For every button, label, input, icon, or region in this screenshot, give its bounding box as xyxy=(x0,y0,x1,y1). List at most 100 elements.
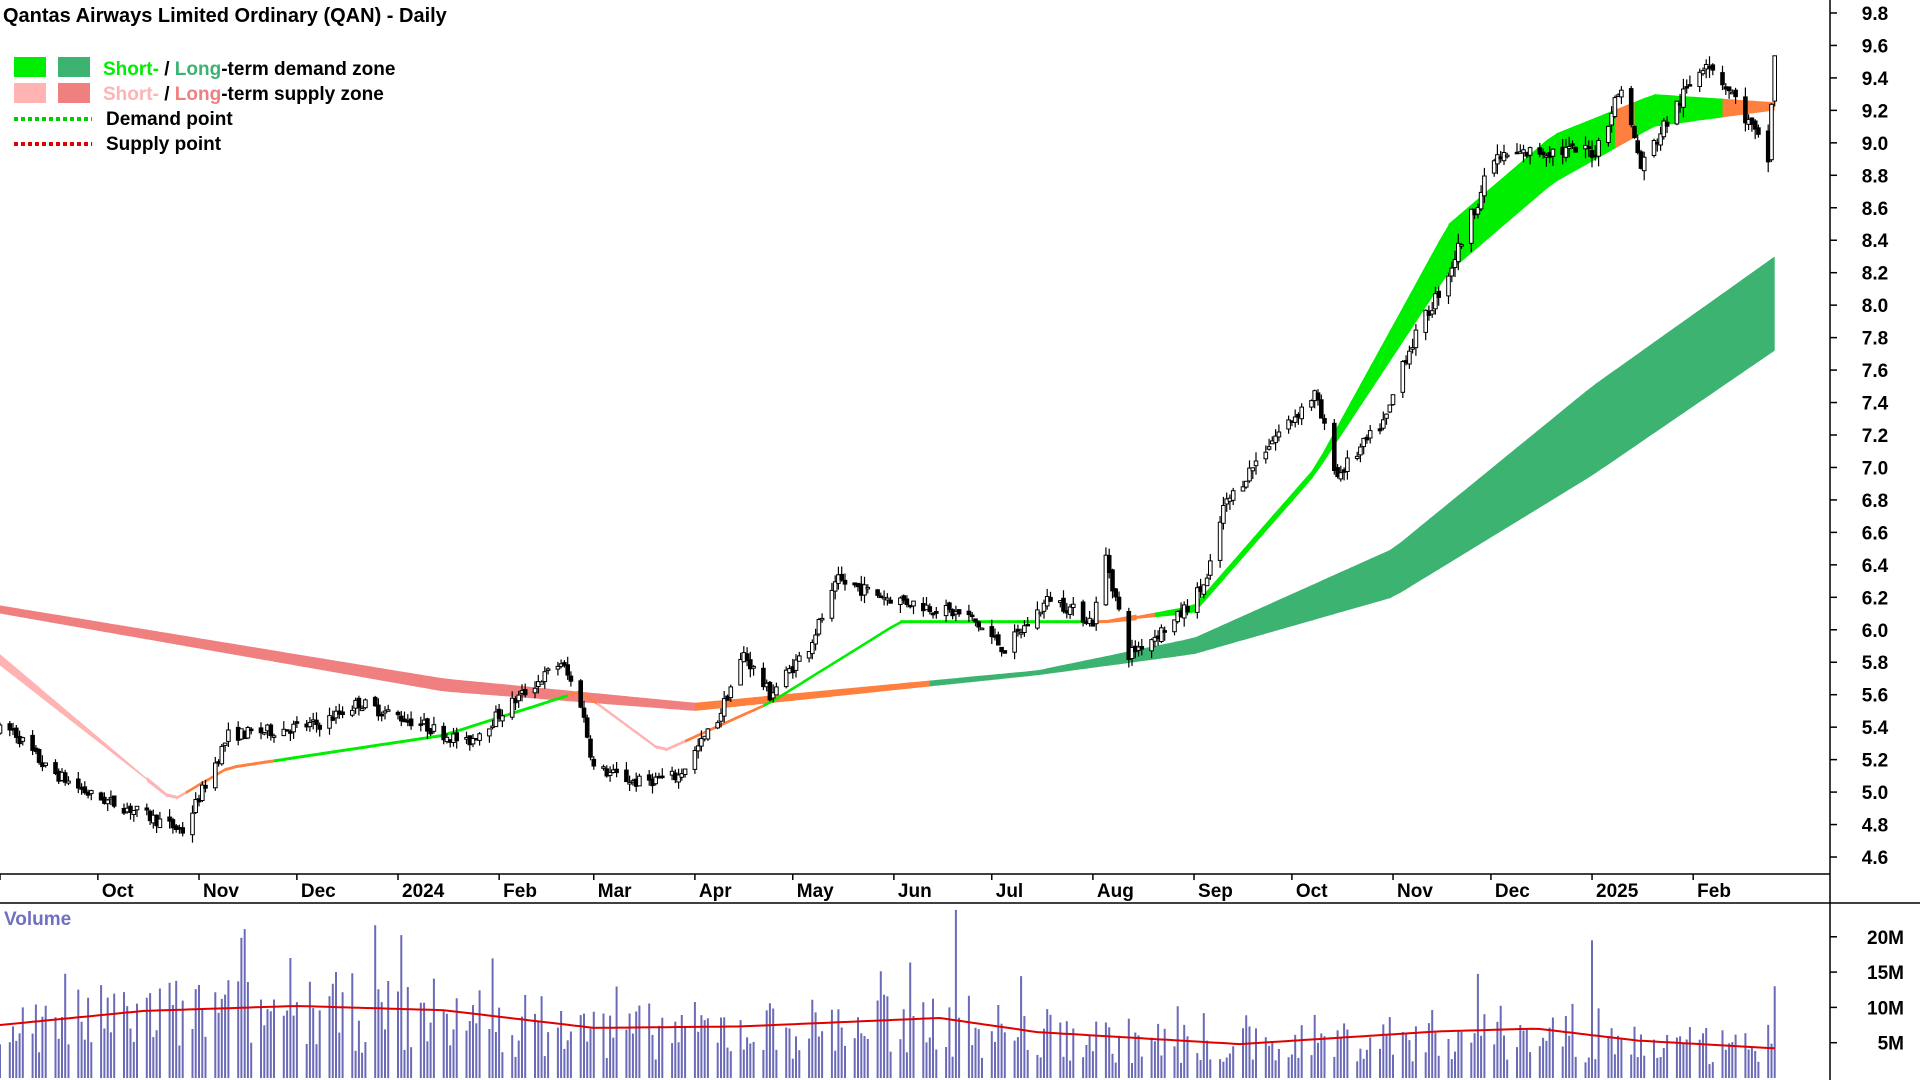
long-term-zone-segment xyxy=(1243,611,1255,641)
long-term-zone-segment xyxy=(910,681,922,689)
short-term-zone-segment xyxy=(557,693,569,701)
candle xyxy=(36,748,42,765)
candle xyxy=(1253,452,1259,475)
candle xyxy=(500,709,505,728)
candle xyxy=(62,769,68,786)
long-term-zone-segment xyxy=(1497,454,1509,534)
short-term-zone-segment xyxy=(1507,164,1519,223)
candle xyxy=(1247,460,1252,483)
candle xyxy=(1113,587,1119,602)
long-term-zone-segment xyxy=(1184,637,1196,656)
candle xyxy=(1250,467,1256,480)
candle xyxy=(314,712,319,733)
candle xyxy=(1772,55,1778,107)
candle xyxy=(284,729,290,732)
candle xyxy=(1436,286,1442,306)
candle xyxy=(1152,629,1158,648)
short-term-zone-segment xyxy=(68,712,80,728)
short-term-zone-segment xyxy=(411,737,423,742)
short-term-zone-segment xyxy=(538,700,550,707)
long-term-zone-segment xyxy=(1389,542,1401,599)
candle xyxy=(1309,399,1314,411)
candle xyxy=(969,612,975,621)
long-term-zone-segment xyxy=(1213,624,1225,649)
candle xyxy=(359,705,365,712)
candle xyxy=(562,660,567,668)
legend-demand-sep: / xyxy=(159,59,175,80)
long-term-zone-segment xyxy=(802,691,814,700)
price-tick-label: 8.0 xyxy=(1862,296,1888,317)
candle xyxy=(565,656,571,680)
legend-short-supply-swatch xyxy=(14,83,46,103)
short-term-zone-segment xyxy=(1252,525,1264,547)
short-term-zone-segment xyxy=(97,736,109,751)
price-tick-label: 8.4 xyxy=(1862,231,1889,252)
candle xyxy=(1563,138,1569,162)
candle xyxy=(1596,137,1601,167)
short-term-zone-segment xyxy=(371,742,383,748)
candle xyxy=(408,711,414,730)
short-term-zone-segment xyxy=(665,743,677,752)
candle xyxy=(1429,302,1435,318)
volume-tick-label: 10M xyxy=(1867,998,1904,1019)
long-term-zone-segment xyxy=(205,639,217,652)
long-term-zone-segment xyxy=(929,679,941,687)
candle xyxy=(927,603,933,615)
long-term-zone-segment xyxy=(1438,502,1450,570)
candle xyxy=(607,766,613,782)
candle xyxy=(1400,360,1406,398)
candle xyxy=(1106,548,1112,579)
candle xyxy=(1456,233,1461,271)
candle xyxy=(1573,146,1579,153)
price-y-axis: 9.8 9.6 9.4 9.2 9.0 8.8 8.6 8.4 8.2 8.0 7.8 7.6 7.4 7… xyxy=(1830,4,1889,869)
price-tick-label: 7.2 xyxy=(1862,426,1888,447)
long-term-zone-segment xyxy=(587,692,599,704)
candle xyxy=(200,781,205,802)
long-term-zone-segment xyxy=(1086,657,1098,669)
candle xyxy=(793,654,799,678)
x-tick-label: Dec xyxy=(1495,881,1530,902)
long-term-zone-segment xyxy=(391,669,403,685)
candle xyxy=(477,732,482,746)
long-term-zone-segment xyxy=(499,683,511,697)
candle xyxy=(1061,590,1066,614)
short-term-zone-segment xyxy=(1751,100,1763,114)
long-term-zone-segment xyxy=(9,607,21,618)
candle xyxy=(20,736,26,746)
candle xyxy=(441,722,446,745)
candle xyxy=(1338,465,1344,482)
candle xyxy=(1387,404,1393,414)
short-term-zone-segment xyxy=(58,703,70,720)
long-term-zone-segment xyxy=(293,653,305,668)
candle xyxy=(1720,65,1725,90)
candle xyxy=(532,681,538,699)
candle xyxy=(1080,599,1086,627)
long-term-zone-segment xyxy=(176,634,188,647)
long-term-zone-segment xyxy=(1458,486,1470,558)
price-tick-label: 9.0 xyxy=(1862,134,1888,155)
candle xyxy=(340,706,345,719)
long-term-zone-segment xyxy=(1037,668,1049,676)
candle xyxy=(1292,409,1298,428)
candle xyxy=(725,694,730,701)
short-term-zone-segment xyxy=(1428,239,1440,303)
long-term-zone-segment xyxy=(440,677,452,693)
candle xyxy=(979,627,985,631)
short-term-zone-segment xyxy=(1066,620,1078,624)
candle xyxy=(542,666,548,689)
candle xyxy=(454,727,459,749)
price-tick-label: 5.0 xyxy=(1862,783,1888,804)
long-term-zone-segment xyxy=(646,698,657,708)
candle xyxy=(399,710,404,727)
long-term-zone-segment xyxy=(694,701,706,711)
long-term-zone-segment xyxy=(1115,651,1127,665)
short-term-zone-segment xyxy=(1517,155,1529,215)
short-term-zone-segment xyxy=(1017,620,1029,624)
candle xyxy=(797,651,802,662)
legend-demand-long: Long xyxy=(175,59,221,80)
price-tick-label: 6.0 xyxy=(1862,621,1888,642)
candle xyxy=(601,764,606,771)
candle xyxy=(930,612,936,619)
candle xyxy=(1410,338,1415,354)
